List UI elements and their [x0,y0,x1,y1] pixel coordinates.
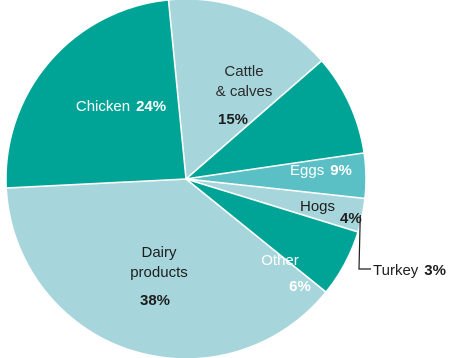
slice-value-dairy-products: 38% [140,292,170,309]
slice-labels: Cattle & calves 15% Eggs 9% Hogs 4% Turkey 3% Oth… [76,63,446,309]
pie-slice-chicken [5,0,187,189]
slice-label-dairy-products-line-2: products [130,264,188,281]
slice-label-other-line-1: Other [261,252,299,269]
leader-lines [358,214,371,270]
slice-label-hogs: Hogs [300,198,335,215]
slice-value-hogs: 4% [340,210,362,227]
slice-value-other: 6% [289,278,311,295]
pie-slices [5,0,367,358]
slice-label-turkey: Turkey 3% [373,262,446,279]
slice-label-cattle-calves-line-2: & calves [216,83,273,100]
slice-label-eggs: Eggs 9% [290,162,352,179]
pie-slice-dairy-products [5,178,327,358]
slice-value-cattle-calves: 15% [218,111,248,128]
pie-slice-cattle-calves [167,0,323,180]
slice-label-chicken: Chicken 24% [76,98,166,115]
slice-label-cattle-calves-line-1: Cattle [224,63,263,80]
pie-slice-eggs [185,60,365,180]
leader-line-turkey [358,214,371,270]
slice-label-dairy-products-line-1: Dairy [141,244,177,261]
